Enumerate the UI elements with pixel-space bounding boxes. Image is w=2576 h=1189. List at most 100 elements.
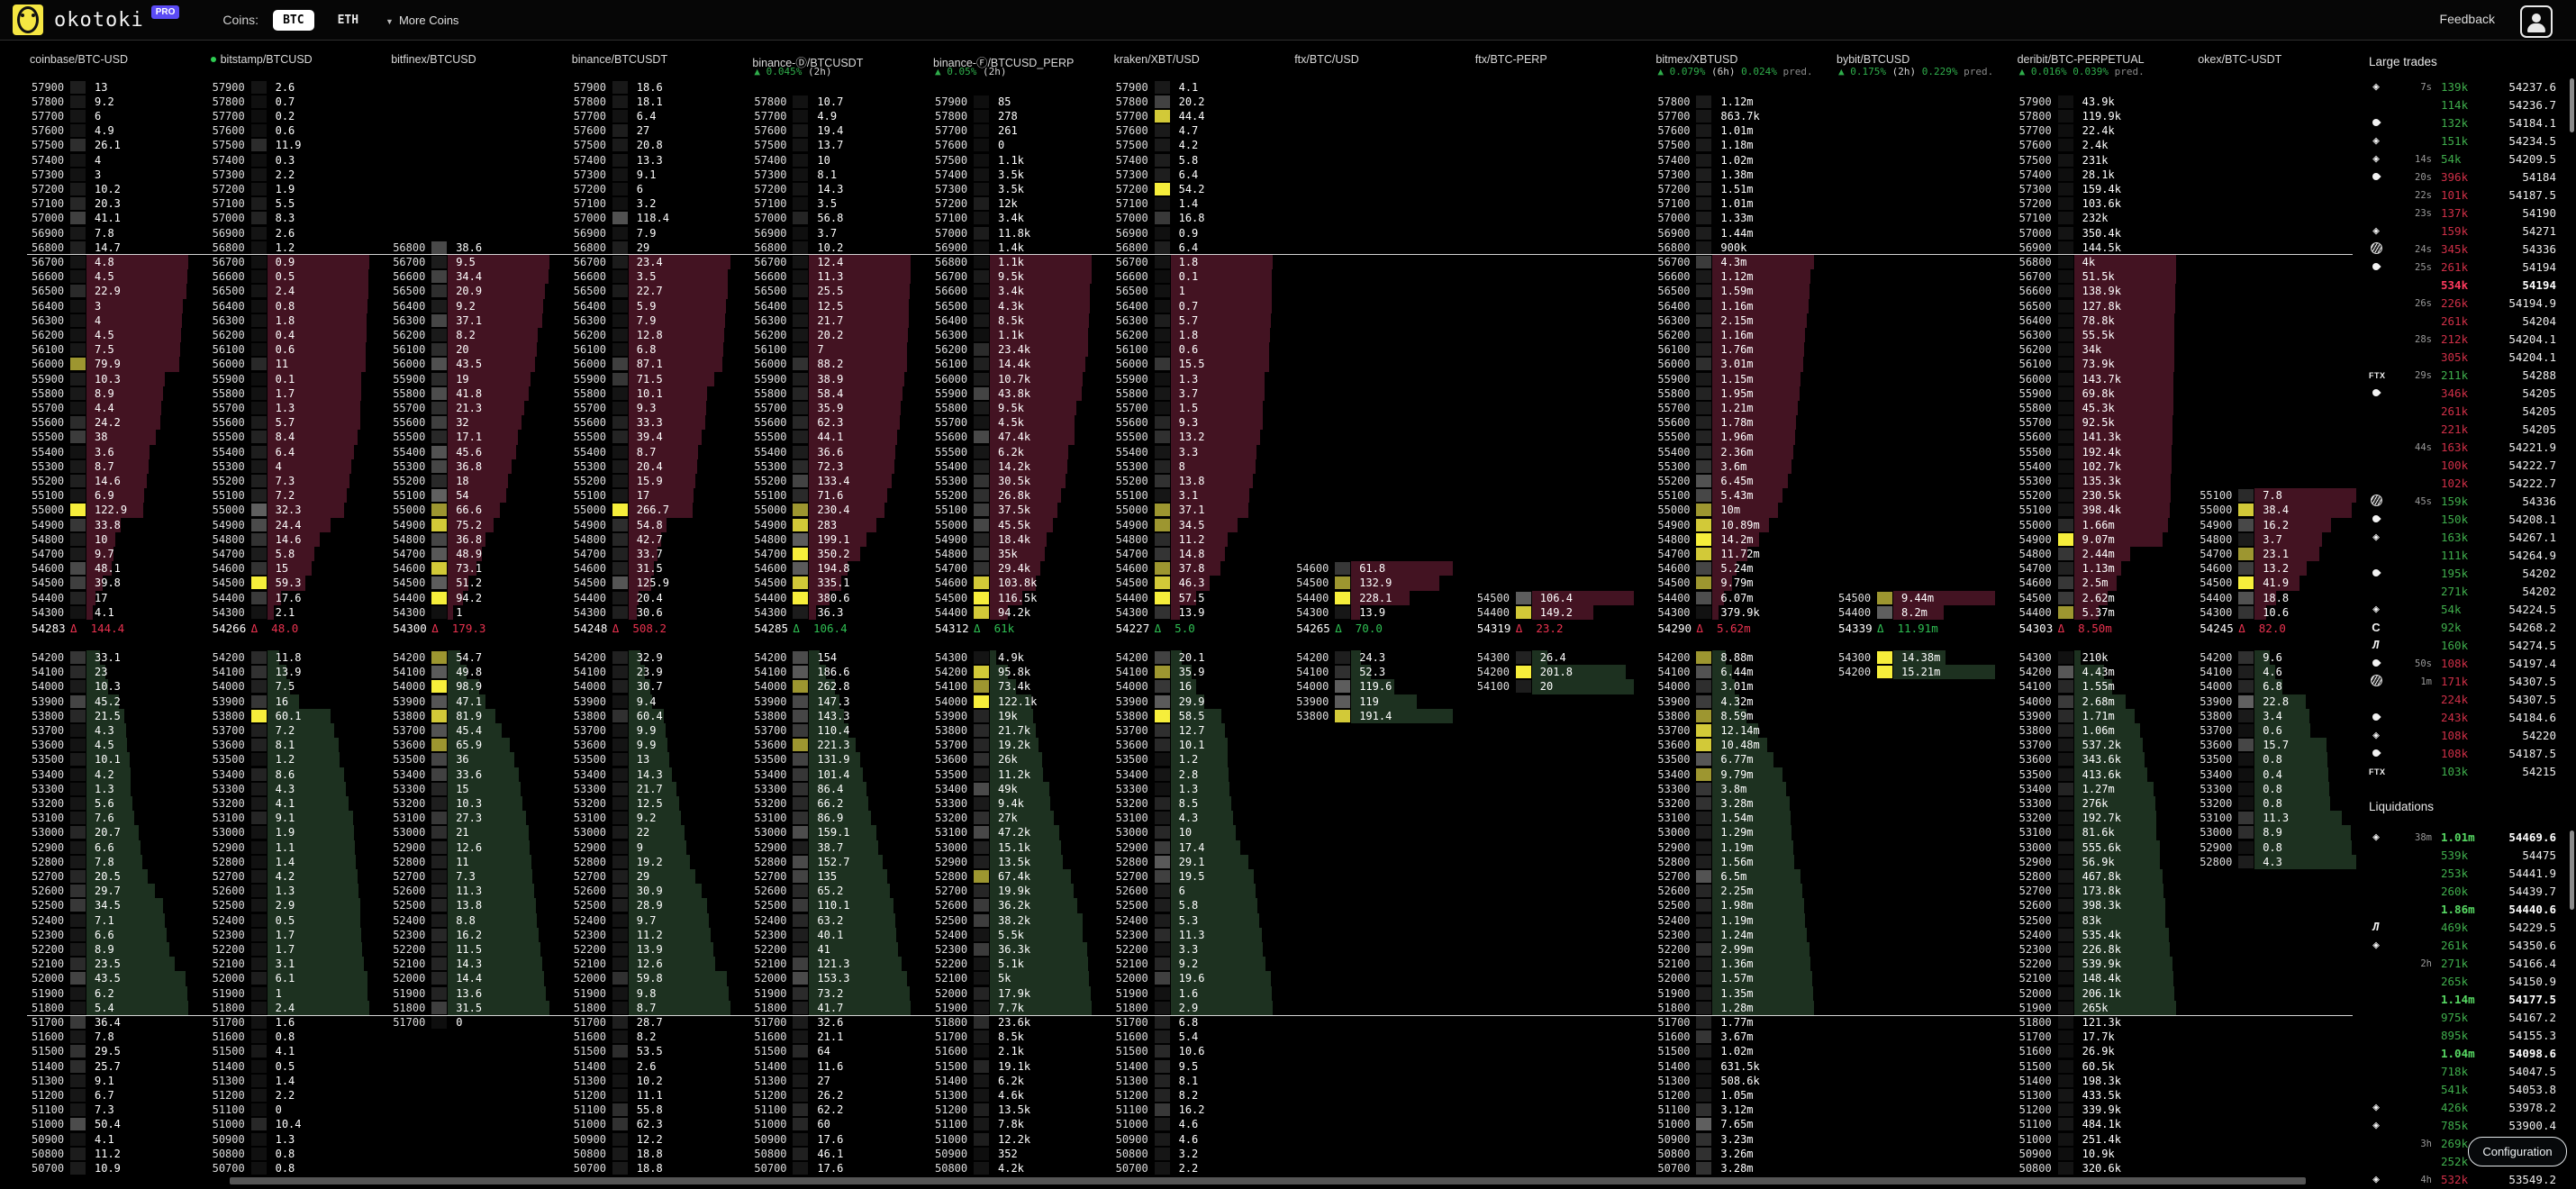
orderbook-row[interactable]: 53100 27.3 [391,811,571,826]
orderbook-row[interactable]: 53800 8.59m [1655,708,1836,723]
orderbook-row[interactable]: 52500 13.8 [391,898,571,913]
orderbook-row[interactable]: 54800 14.6 [211,531,391,547]
orderbook-row[interactable]: 51800 8.7 [572,1000,752,1015]
orderbook-row[interactable]: 52200 8.9 [30,942,210,958]
orderbook-row[interactable]: 52200 41 [752,942,932,958]
orderbook-row[interactable]: 54500 125.9 [572,576,752,591]
orderbook-row[interactable]: 56400 5.9 [572,298,752,313]
orderbook-row[interactable]: 57300 8.1 [752,168,932,182]
orderbook-row[interactable]: 53200 12.5 [572,796,752,812]
orderbook-row[interactable]: 55600 32 [391,415,571,431]
orderbook-row[interactable]: 52800 467.8k [2018,869,2198,885]
orderbook-row[interactable]: 52700 29 [572,869,752,885]
orderbook-row[interactable]: 52900 6.6 [30,840,210,855]
orderbook-row[interactable]: 53700 19.2k [933,738,1113,753]
orderbook-row[interactable]: 57700 261 [933,123,1113,138]
orderbook-row[interactable]: 51000 60 [752,1117,932,1131]
orderbook-row[interactable]: 50800 3.2 [1114,1147,1294,1161]
orderbook-row[interactable]: 57500 26.1 [30,138,210,152]
orderbook-row[interactable]: 56100 1.76m [1655,342,1836,358]
horizontal-scrollbar[interactable] [230,1177,2306,1184]
orderbook-row[interactable]: 52100 148.4k [2018,971,2198,986]
orderbook-row[interactable]: 56700 23.4 [572,255,752,270]
orderbook-row[interactable]: 57400 13.3 [572,153,752,168]
orderbook-row[interactable]: 54900 16.2 [2198,517,2378,532]
orderbook-row[interactable]: 55900 43.8k [933,386,1113,401]
orderbook-row[interactable]: 51000 50.4 [30,1117,210,1131]
orderbook-row[interactable]: 53300 1.3 [30,781,210,796]
orderbook-row[interactable]: 53600 4.5 [30,738,210,753]
orderbook-row[interactable]: 54700 5.8 [211,547,391,562]
orderbook-row[interactable]: 56300 1.8 [211,313,391,328]
orderbook-row[interactable]: 57900 18.6 [572,80,752,95]
orderbook-row[interactable]: 55800 45.3k [2018,401,2198,416]
orderbook-row[interactable]: 54800 36.8 [391,531,571,547]
orderbook-row[interactable]: 52500 110.1 [752,898,932,913]
orderbook-row[interactable]: 56400 9.2 [391,298,571,313]
orderbook-row[interactable]: 54100 23 [30,665,210,680]
orderbook-row[interactable]: 51000 251.4k [2018,1132,2198,1147]
orderbook-row[interactable]: 54600 73.1 [391,561,571,576]
orderbook-row[interactable]: 51700 28.7 [572,1015,752,1030]
orderbook-row[interactable]: 57200 103.6k [2018,196,2198,211]
orderbook-row[interactable]: 54600 61.8 [1294,561,1474,576]
orderbook-row[interactable]: 54200 4.43m [2018,665,2198,680]
orderbook-row[interactable]: 54000 119.6 [1294,679,1474,694]
orderbook-row[interactable]: 53600 10.1 [1114,738,1294,753]
orderbook-row[interactable]: 50800 11.2 [30,1147,210,1161]
orderbook-row[interactable]: 57200 1.51m [1655,182,1836,196]
orderbook-row[interactable]: 55100 7.8 [2198,488,2378,504]
orderbook-row[interactable]: 52100 5k [933,971,1113,986]
orderbook-row[interactable]: 56300 37.1 [391,313,571,328]
orderbook-row[interactable]: 54200 32.9 [572,650,752,666]
orderbook-row[interactable]: 55600 5.7 [211,415,391,431]
orderbook-row[interactable]: 52200 3.3 [1114,942,1294,958]
orderbook-row[interactable]: 56800 6.4 [1114,241,1294,255]
orderbook-row[interactable]: 55400 2.36m [1655,444,1836,459]
orderbook-row[interactable]: 55500 8.4 [211,430,391,445]
orderbook-row[interactable]: 51000 12.2k [933,1132,1113,1147]
orderbook-row[interactable]: 55700 4.4 [30,401,210,416]
orderbook-row[interactable]: 56000 79.9 [30,357,210,372]
orderbook-row[interactable]: 56000 10.7k [933,371,1113,386]
orderbook-row[interactable]: 53000 1.29m [1655,825,1836,840]
orderbook-row[interactable]: 57700 44.4 [1114,109,1294,123]
orderbook-row[interactable]: 52800 11 [391,854,571,869]
orderbook-row[interactable]: 56700 9.5 [391,255,571,270]
orderbook-row[interactable]: 53900 119 [1294,694,1474,709]
orderbook-row[interactable]: 54100 6.44m [1655,665,1836,680]
orderbook-row[interactable]: 51400 11.6 [752,1059,932,1074]
orderbook-row[interactable]: 57700 6 [30,109,210,123]
orderbook-row[interactable]: 56300 2.15m [1655,313,1836,328]
orderbook-row[interactable]: 55500 44.1 [752,430,932,445]
orderbook-row[interactable]: 53000 20.7 [30,825,210,840]
orderbook-row[interactable]: 51600 7.8 [30,1030,210,1044]
orderbook-row[interactable]: 52400 9.7 [572,912,752,928]
orderbook-row[interactable]: 54300 13.9 [1114,604,1294,620]
orderbook-row[interactable]: 54700 48.9 [391,547,571,562]
orderbook-row[interactable]: 54500 59.3 [211,576,391,591]
orderbook-row[interactable]: 52300 11.3 [1114,927,1294,942]
orderbook-row[interactable]: 54300 4.1 [30,604,210,620]
orderbook-row[interactable]: 50800 0.8 [211,1147,391,1161]
orderbook-row[interactable]: 55000 66.6 [391,503,571,518]
orderbook-row[interactable]: 53800 81.9 [391,708,571,723]
orderbook-row[interactable]: 54900 33.8 [30,517,210,532]
orderbook-row[interactable]: 50700 10.9 [30,1161,210,1175]
orderbook-row[interactable]: 53000 22 [572,825,752,840]
orderbook-row[interactable]: 52400 0.5 [211,912,391,928]
orderbook-row[interactable]: 53500 11.2k [933,767,1113,782]
orderbook-row[interactable]: 53500 36 [391,752,571,767]
orderbook-row[interactable]: 53800 191.4 [1294,708,1474,723]
orderbook-row[interactable]: 51600 2.1k [933,1044,1113,1058]
orderbook-row[interactable]: 53700 4.3 [30,723,210,739]
orderbook-row[interactable]: 53800 21.7k [933,723,1113,739]
orderbook-row[interactable]: 54400 380.6 [752,590,932,605]
orderbook-row[interactable]: 51900 9.8 [572,985,752,1001]
orderbook-row[interactable]: 51700 32.6 [752,1015,932,1030]
orderbook-row[interactable]: 56900 7.8 [30,226,210,241]
orderbook-row[interactable]: 57900 13 [30,80,210,95]
orderbook-row[interactable]: 52100 121.3 [752,957,932,972]
orderbook-row[interactable]: 57400 0.3 [211,153,391,168]
orderbook-row[interactable]: 51600 21.1 [752,1030,932,1044]
